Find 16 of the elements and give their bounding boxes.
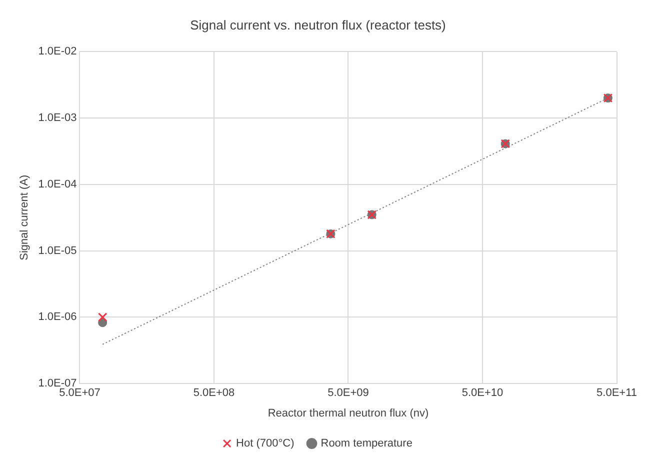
x-tick-label: 5.0E+07 xyxy=(59,387,100,400)
y-tick-label: 1.0E-02 xyxy=(38,46,77,58)
y-tick-label: 1.0E-05 xyxy=(38,244,77,257)
y-tick-label: 1.0E-06 xyxy=(38,311,77,324)
y-tick-label: 1.0E-03 xyxy=(38,112,77,124)
y-axis-title: Signal current (A) xyxy=(18,174,31,260)
x-axis-title: Reactor thermal neutron flux (nv) xyxy=(268,407,429,420)
point xyxy=(98,312,108,322)
y-tick-label: 1.0E-04 xyxy=(38,178,77,190)
x-tick-label: 5.0E+11 xyxy=(596,387,638,400)
legend-label: Hot (700°C) xyxy=(236,438,294,450)
x-tick-label: 5.0E+09 xyxy=(328,387,369,400)
chart-title: Signal current vs. neutron flux (reactor tests) xyxy=(190,17,446,32)
x-tick-label: 5.0E+08 xyxy=(193,387,235,400)
x-tick-label: 5.0E+10 xyxy=(462,387,504,400)
legend-label: Room temperature xyxy=(320,438,412,450)
